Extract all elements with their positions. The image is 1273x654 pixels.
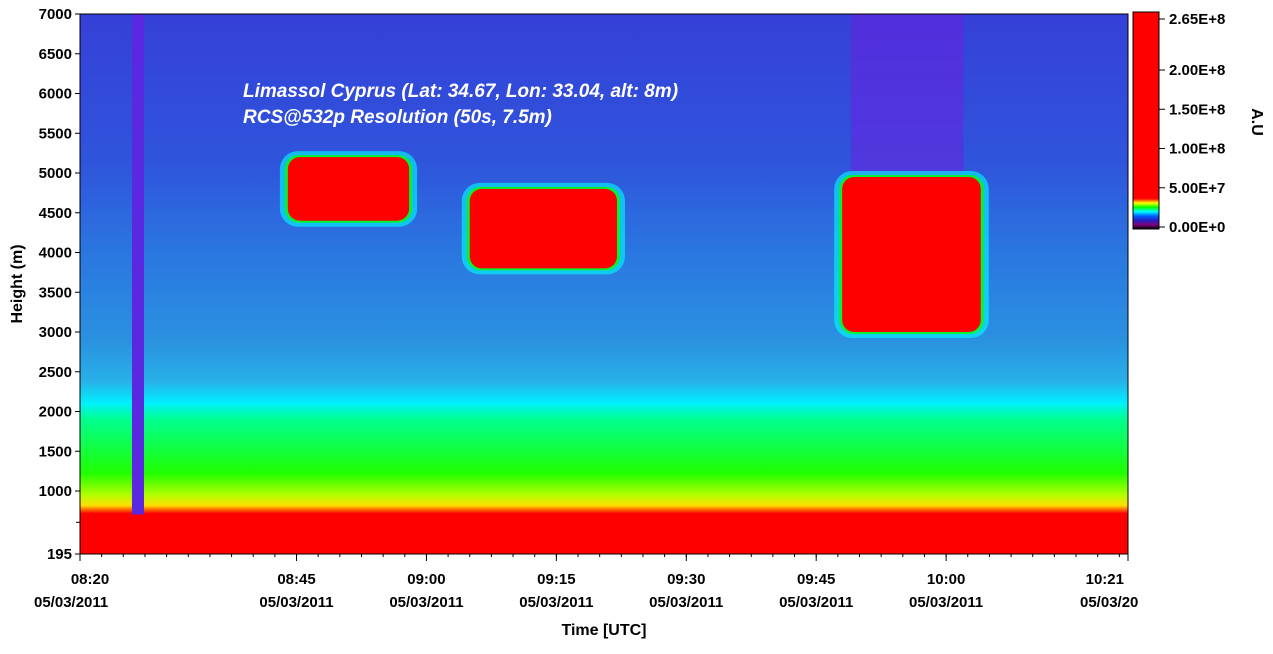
x-tick-time: 10:00 xyxy=(927,571,965,588)
cloud-core xyxy=(842,176,981,332)
annotation-line: Limassol Cyprus (Lat: 34.67, Lon: 33.04,… xyxy=(243,81,678,102)
x-tick-date: 05/03/2011 xyxy=(649,594,723,611)
y-tick-label: 4000 xyxy=(39,245,72,262)
colorbar-label: 1.00E+8 xyxy=(1169,141,1225,158)
y-tick-label: 5000 xyxy=(39,165,72,182)
x-tick-time: 08:45 xyxy=(277,571,315,588)
cloud-core xyxy=(469,188,617,269)
y-tick-label: 3000 xyxy=(39,324,72,341)
colorbar-label: 0.00E+0 xyxy=(1169,219,1225,236)
colorbar-label: 2.00E+8 xyxy=(1169,62,1225,79)
x-tick-date: 05/03/20 xyxy=(1080,594,1138,611)
y-tick-label: 7000 xyxy=(39,6,72,23)
y-tick-label: 2000 xyxy=(39,404,72,421)
x-tick-date: 05/03/2011 xyxy=(259,594,333,611)
y-tick-label: 3500 xyxy=(39,284,72,301)
x-tick-time: 09:00 xyxy=(407,571,445,588)
purple-column xyxy=(850,14,964,177)
y-tick-label: 6500 xyxy=(39,46,72,63)
cloud-feature xyxy=(834,170,989,338)
annotation-line: RCS@532p Resolution (50s, 7.5m) xyxy=(243,107,552,128)
x-tick-time: 10:21 xyxy=(1086,571,1124,588)
colorbar-title: A.U xyxy=(1248,108,1265,136)
y-tick-label: 1500 xyxy=(39,443,72,460)
y-tick-label: 6000 xyxy=(39,86,72,103)
colorbar-label: 5.00E+7 xyxy=(1169,180,1225,197)
y-axis-title: Height (m) xyxy=(9,244,26,323)
x-axis-title: Time [UTC] xyxy=(561,622,646,639)
plot-area xyxy=(80,14,1128,554)
y-tick-label: 4500 xyxy=(39,205,72,222)
x-tick-date: 05/03/2011 xyxy=(779,594,853,611)
y-tick-label: 5500 xyxy=(39,125,72,142)
colorbar-label: 2.65E+8 xyxy=(1169,11,1225,28)
y-tick-label: 2500 xyxy=(39,364,72,381)
cloud-feature xyxy=(461,182,625,275)
x-tick-date: 05/03/2011 xyxy=(34,594,108,611)
cloud-core xyxy=(287,157,410,221)
x-tick-time: 09:30 xyxy=(667,571,705,588)
x-tick-time: 08:20 xyxy=(71,571,109,588)
colorbar: 2.65E+8 2.00E+8 1.50E+8 1.00E+8 5.00E+7 0.00E… xyxy=(1132,11,1265,236)
colorbar-label: 1.50E+8 xyxy=(1169,101,1225,118)
x-tick-date: 05/03/2011 xyxy=(519,594,593,611)
x-tick-time: 09:15 xyxy=(537,571,575,588)
signal-gap-stripe xyxy=(132,14,144,515)
x-tick-date: 05/03/2011 xyxy=(909,594,983,611)
cloud-feature xyxy=(279,151,418,227)
x-tick-time: 09:45 xyxy=(797,571,835,588)
y-tick-label: 195 xyxy=(47,546,72,563)
y-tick-label: 1000 xyxy=(39,483,72,500)
plot-border xyxy=(79,13,1129,555)
x-tick-date: 05/03/2011 xyxy=(389,594,463,611)
colorbar-scale xyxy=(1132,11,1160,230)
